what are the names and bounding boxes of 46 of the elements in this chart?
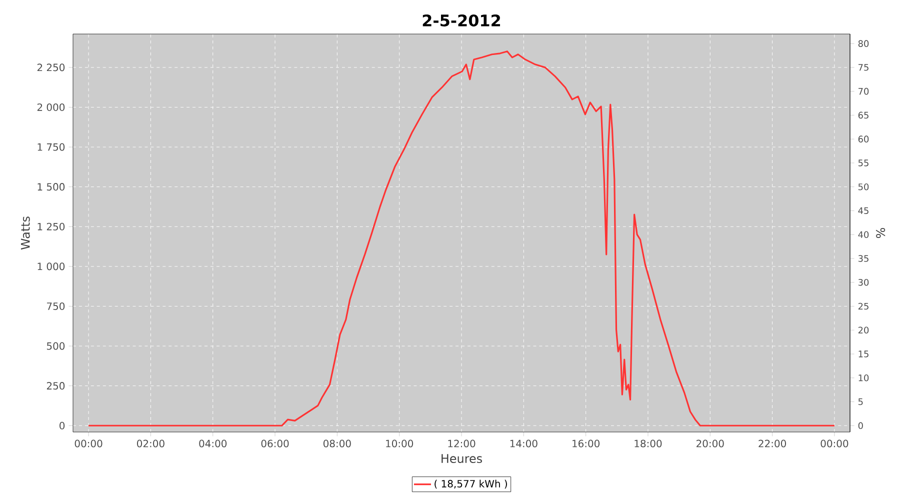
- y-tick-label: 2 250: [37, 64, 65, 72]
- y2-tick-label: 40: [858, 231, 869, 238]
- y2-tick-label: 10: [858, 374, 869, 382]
- x-tick-label: 18:00: [634, 440, 662, 448]
- y2-tick-label: 55: [858, 160, 868, 166]
- x-tick-label: 00:00: [820, 440, 848, 448]
- y2-tick-label: 25: [858, 302, 868, 310]
- y-tick-label: 1 000: [38, 262, 65, 270]
- y2-axis-title: %: [876, 228, 886, 238]
- y2-tick-label: 75: [858, 64, 868, 71]
- legend-label: ( 18,577 kWh ): [434, 480, 507, 489]
- y-tick-label: 2 000: [37, 103, 65, 111]
- x-tick-label: 12:00: [448, 440, 476, 448]
- y-tick-label: 0: [60, 422, 65, 430]
- x-tick-label: 20:00: [696, 440, 724, 448]
- y2-tick-label: 45: [858, 207, 868, 214]
- y2-tick-label: 5: [858, 398, 863, 406]
- x-tick-label: 14:00: [510, 440, 538, 448]
- x-tick-label: 04:00: [199, 440, 227, 448]
- y2-tick-label: 65: [858, 112, 868, 119]
- y-tick-label: 250: [46, 382, 65, 390]
- x-tick-label: 16:00: [572, 440, 600, 448]
- y2-tick-label: 60: [858, 136, 869, 142]
- y2-tick-label: 30: [858, 278, 869, 286]
- y2-tick-label: 35: [858, 255, 868, 262]
- chart-title: 2-5-2012: [422, 14, 500, 26]
- x-tick-label: 00:00: [74, 440, 102, 448]
- x-tick-label: 10:00: [386, 440, 414, 448]
- y-tick-label: 1 750: [38, 143, 65, 151]
- y-tick-label: 500: [46, 342, 65, 350]
- x-tick-label: 02:00: [137, 440, 164, 448]
- y-tick-label: 1 250: [38, 222, 65, 230]
- x-tick-label: 06:00: [261, 440, 289, 448]
- x-axis-title: Heures: [442, 454, 482, 464]
- y2-tick-label: 70: [858, 88, 869, 95]
- x-tick-label: 22:00: [758, 440, 786, 448]
- y2-tick-label: 20: [858, 326, 869, 334]
- y2-tick-label: 0: [858, 422, 863, 430]
- y2-tick-label: 15: [858, 350, 868, 358]
- y-tick-label: 1 500: [38, 183, 65, 191]
- y2-tick-label: 80: [858, 40, 869, 47]
- y-tick-label: 750: [47, 302, 65, 310]
- y2-tick-label: 50: [858, 183, 869, 190]
- y-axis-title: Watts: [20, 216, 30, 250]
- line-series: [88, 50, 836, 426]
- x-tick-label: 08:00: [323, 440, 351, 448]
